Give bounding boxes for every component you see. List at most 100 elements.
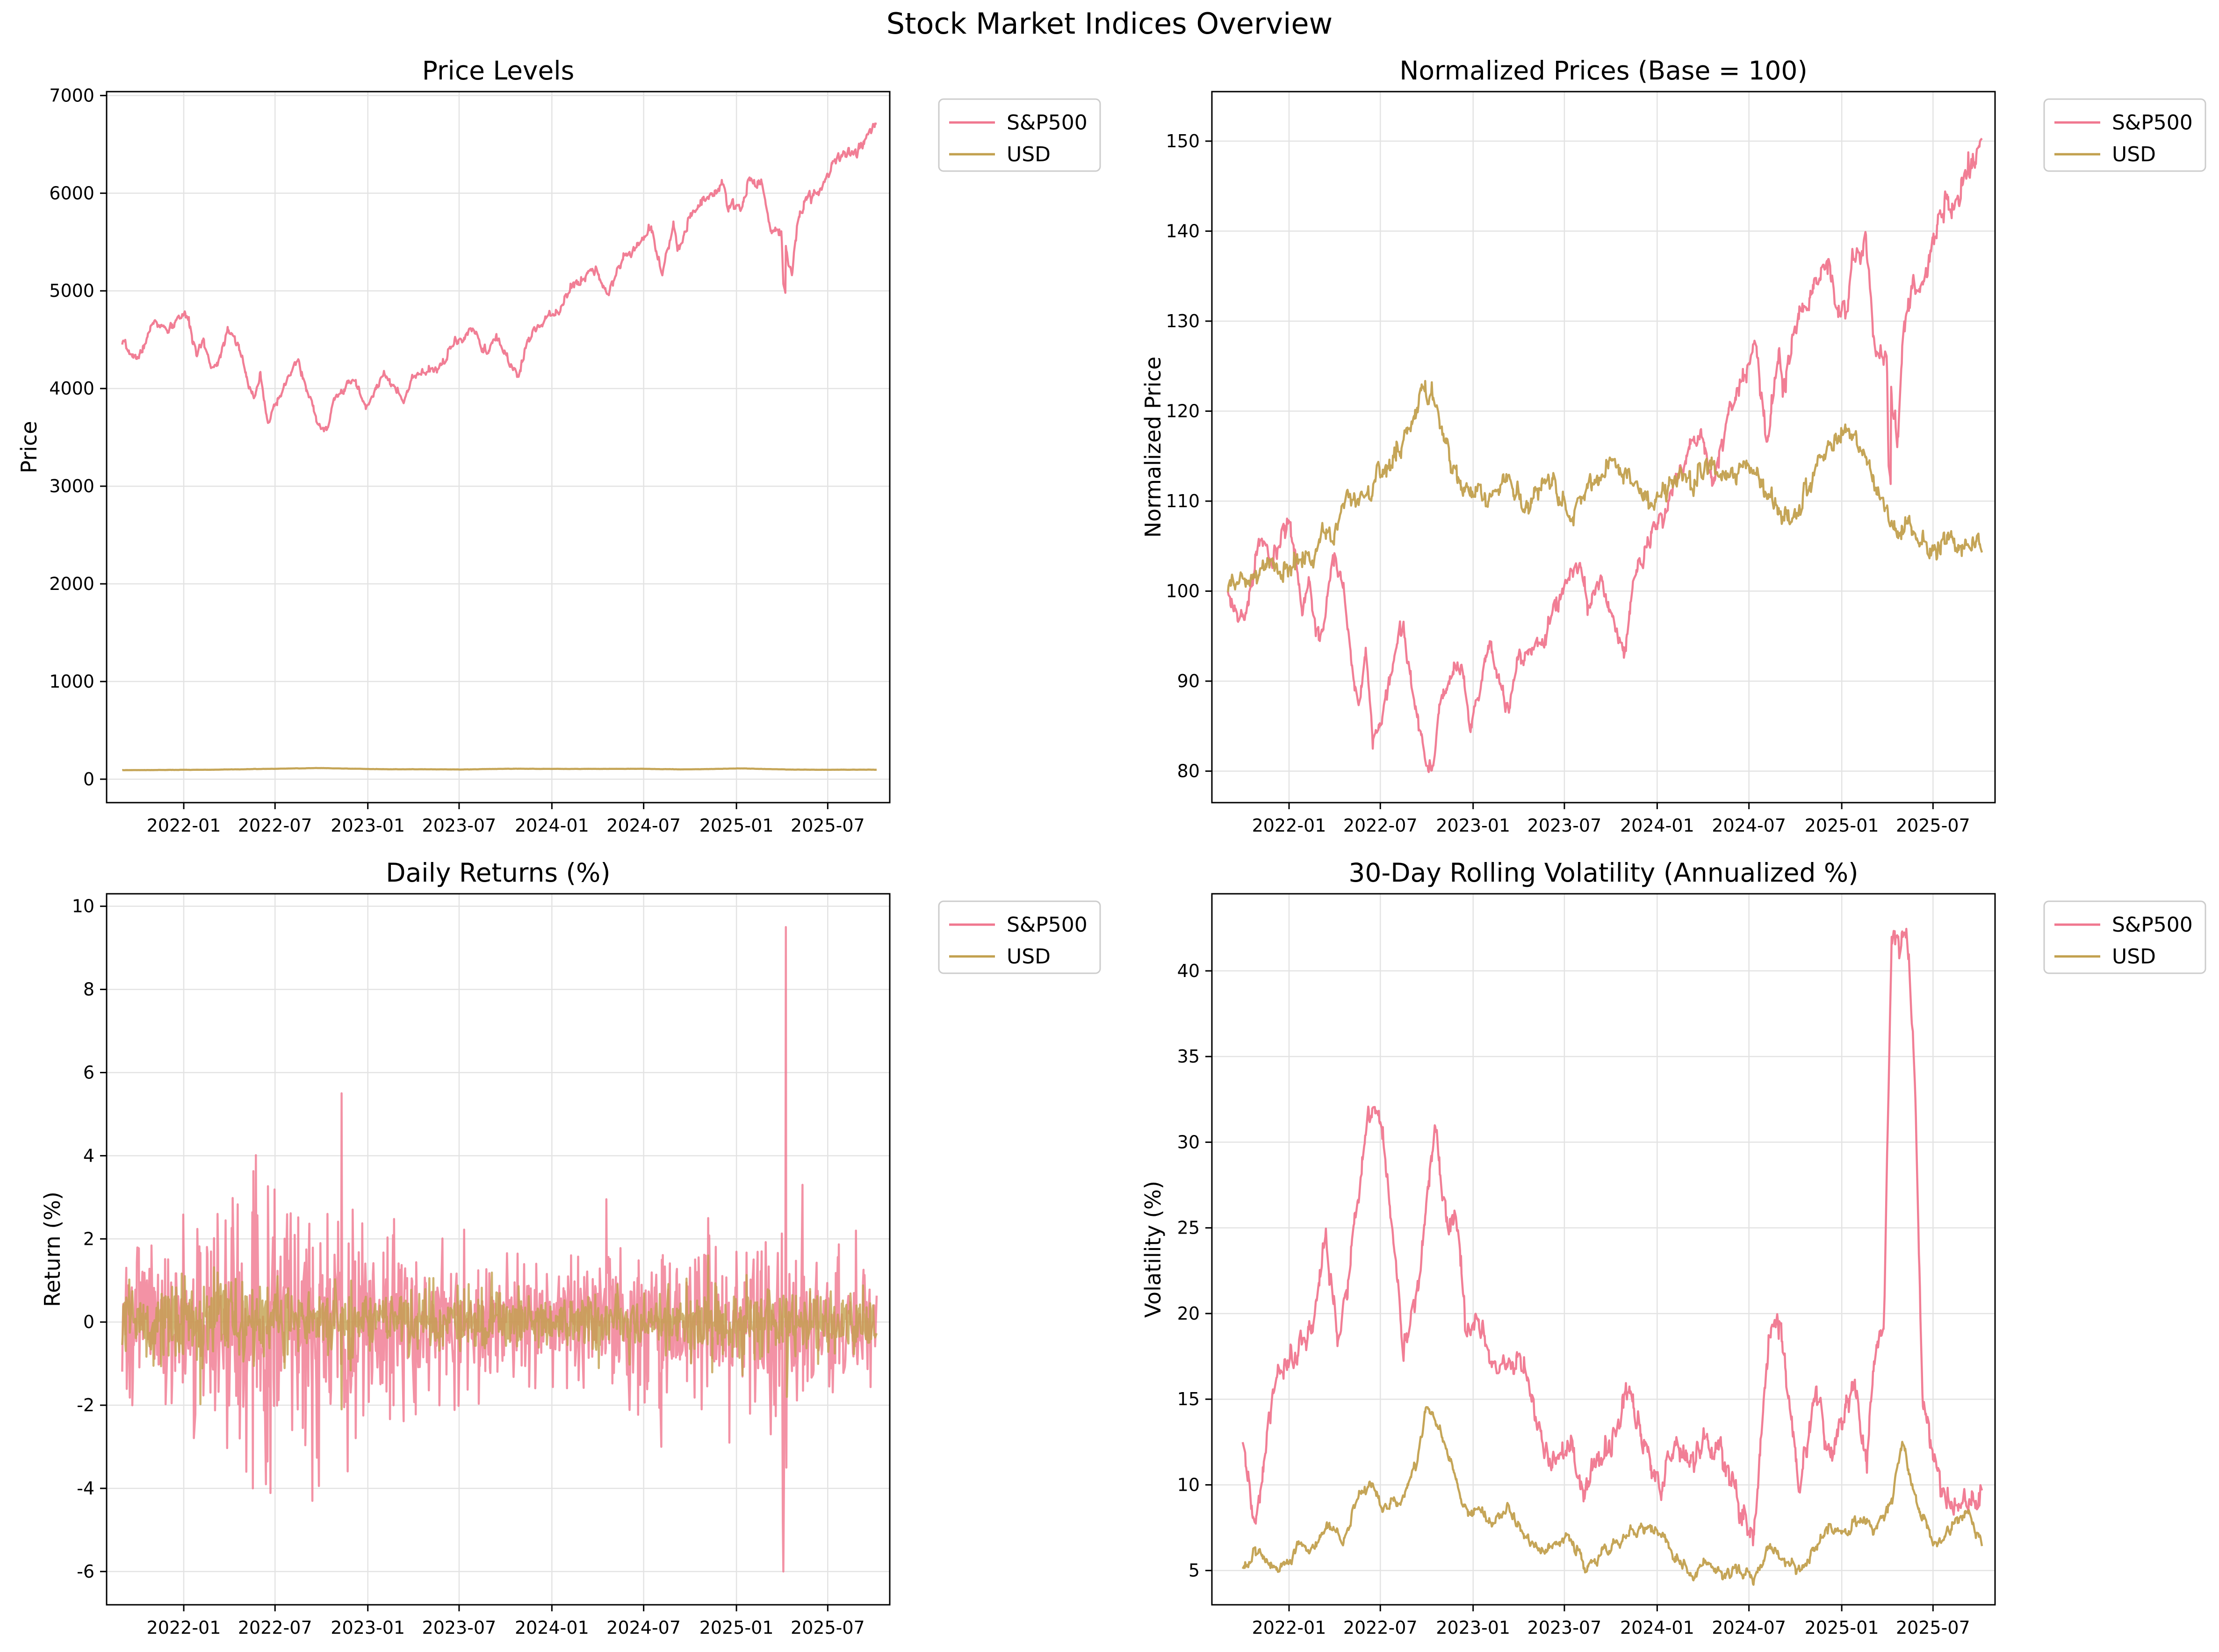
series-line-usd <box>1227 380 1983 592</box>
x-tick-label: 2022-01 <box>1252 815 1326 836</box>
x-tick-label: 2025-01 <box>1805 815 1879 836</box>
y-tick-label: 110 <box>1166 491 1200 511</box>
x-tick-label: 2025-01 <box>1805 1617 1879 1638</box>
chart-title: Daily Returns (%) <box>386 858 610 888</box>
series-line-sp500 <box>1226 137 1983 773</box>
y-axis-label: Volatility (%) <box>1140 1181 1166 1318</box>
y-tick-label: 3000 <box>49 476 94 496</box>
x-tick-label: 2022-07 <box>1343 1617 1418 1638</box>
legend-label: USD <box>2112 143 2156 166</box>
y-tick-label: 4000 <box>49 378 94 399</box>
x-tick-label: 2024-07 <box>606 815 681 836</box>
x-tick-label: 2022-07 <box>238 1617 312 1638</box>
y-tick-label: 30 <box>1177 1132 1200 1152</box>
x-tick-label: 2023-01 <box>331 815 405 836</box>
x-tick-label: 2024-07 <box>1712 1617 1786 1638</box>
y-tick-label: 20 <box>1177 1303 1200 1324</box>
legend-label: USD <box>2112 945 2156 969</box>
x-tick-label: 2024-01 <box>515 1617 589 1638</box>
chart-panel-price_levels: 2022-01 2022-07 2023-01 2023-07 2024-01 2024-… <box>16 56 1101 836</box>
series-group <box>1241 927 1983 1586</box>
x-tick-label: 2025-01 <box>699 1617 774 1638</box>
x-tick-label: 2025-01 <box>699 815 774 836</box>
chart-panel-normalized_prices: 2022-01 2022-07 2023-01 2023-07 2024-01 2024-… <box>1140 56 2206 836</box>
x-tick-label: 2024-01 <box>1620 815 1694 836</box>
y-tick-label: 10 <box>72 896 94 917</box>
axes-frame <box>1211 91 1996 804</box>
y-tick-label: 0 <box>83 769 94 790</box>
y-tick-label: -4 <box>77 1478 94 1499</box>
x-tick-label: 2023-01 <box>1436 1617 1510 1638</box>
x-tick-label: 2022-01 <box>147 815 221 836</box>
axes-frame <box>1211 893 1996 1606</box>
y-tick-label: 100 <box>1166 581 1200 602</box>
x-tick-label: 2024-01 <box>1620 1617 1694 1638</box>
chart-title: Price Levels <box>422 56 575 86</box>
y-tick-label: 5000 <box>49 280 94 301</box>
series-line-usd <box>122 767 877 771</box>
y-tick-label: 6 <box>83 1062 94 1083</box>
legend-label: USD <box>1007 945 1051 969</box>
chart-title: 30-Day Rolling Volatility (Annualized %) <box>1348 858 1858 888</box>
x-tick-label: 2023-01 <box>331 1617 405 1638</box>
y-tick-label: 15 <box>1177 1389 1200 1409</box>
x-tick-label: 2023-07 <box>1527 1617 1602 1638</box>
x-tick-label: 2023-01 <box>1436 815 1510 836</box>
legend-label: USD <box>1007 143 1051 166</box>
x-tick-label: 2025-07 <box>791 1617 865 1638</box>
series-group <box>121 122 877 771</box>
legend-label: S&P500 <box>1007 913 1088 937</box>
x-tick-label: 2024-01 <box>515 815 589 836</box>
axes-frame <box>106 893 891 1606</box>
axes-frame <box>106 91 891 804</box>
y-axis-label: Return (%) <box>40 1192 65 1307</box>
x-tick-label: 2025-07 <box>1896 815 1970 836</box>
y-tick-label: 6000 <box>49 183 94 203</box>
series-group <box>121 926 878 1573</box>
x-tick-label: 2023-07 <box>422 1617 497 1638</box>
y-tick-label: 10 <box>1177 1474 1200 1495</box>
series-line-sp500 <box>1241 927 1983 1546</box>
series-line-sp500 <box>121 122 877 432</box>
y-tick-label: 80 <box>1177 761 1200 782</box>
figure-suptitle: Stock Market Indices Overview <box>886 7 1333 41</box>
x-tick-label: 2022-01 <box>1252 1617 1326 1638</box>
y-axis-label: Price <box>16 421 42 473</box>
x-tick-label: 2025-07 <box>1896 1617 1970 1638</box>
y-tick-label: 40 <box>1177 961 1200 981</box>
legend-label: S&P500 <box>2112 913 2193 937</box>
x-tick-label: 2022-07 <box>1343 815 1418 836</box>
y-tick-label: 8 <box>83 979 94 1000</box>
series-group <box>1226 137 1983 773</box>
y-tick-label: 2 <box>83 1228 94 1249</box>
y-tick-label: 35 <box>1177 1046 1200 1067</box>
series-line-usd <box>1241 1406 1983 1586</box>
y-tick-label: 90 <box>1177 671 1200 691</box>
x-tick-label: 2024-07 <box>1712 815 1786 836</box>
y-tick-label: 1000 <box>49 671 94 692</box>
y-tick-label: 2000 <box>49 574 94 594</box>
y-tick-label: 25 <box>1177 1218 1200 1238</box>
chart-panel-daily_returns: 2022-01 2022-07 2023-01 2023-07 2024-01 2024-… <box>40 858 1101 1638</box>
y-tick-label: -6 <box>77 1561 94 1582</box>
y-tick-label: -2 <box>77 1395 94 1415</box>
chart-panel-rolling_volatility: 2022-01 2022-07 2023-01 2023-07 2024-01 2024-… <box>1140 858 2206 1638</box>
x-tick-label: 2022-01 <box>147 1617 221 1638</box>
legend-label: S&P500 <box>2112 111 2193 135</box>
y-tick-label: 150 <box>1166 131 1200 151</box>
x-tick-label: 2024-07 <box>606 1617 681 1638</box>
y-tick-label: 130 <box>1166 311 1200 331</box>
x-tick-label: 2022-07 <box>238 815 312 836</box>
y-tick-label: 140 <box>1166 221 1200 241</box>
y-axis-label: Normalized Price <box>1140 357 1166 538</box>
x-tick-label: 2025-07 <box>791 815 865 836</box>
y-tick-label: 120 <box>1166 401 1200 421</box>
chart-title: Normalized Prices (Base = 100) <box>1399 56 1808 86</box>
legend-label: S&P500 <box>1007 111 1088 135</box>
y-tick-label: 7000 <box>49 85 94 106</box>
x-tick-label: 2023-07 <box>1527 815 1602 836</box>
y-tick-label: 4 <box>83 1145 94 1166</box>
y-tick-label: 0 <box>83 1312 94 1332</box>
y-tick-label: 5 <box>1189 1560 1200 1581</box>
